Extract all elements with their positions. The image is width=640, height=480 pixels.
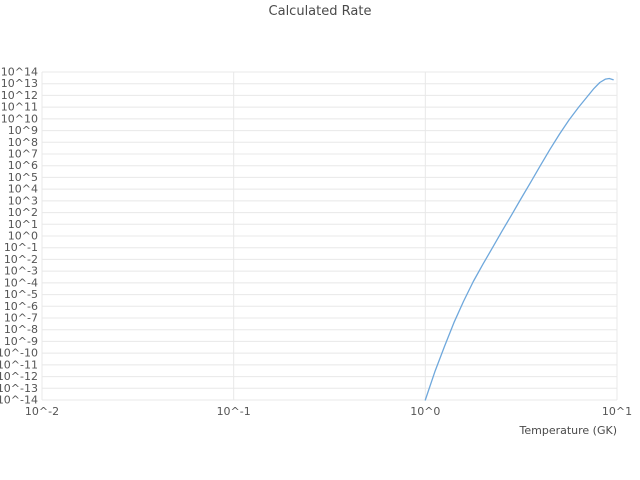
y-tick-label: 10^4 bbox=[8, 183, 38, 196]
y-tick-label: 10^-5 bbox=[4, 288, 38, 301]
y-tick-label: 10^-4 bbox=[4, 276, 38, 289]
x-axis-title: Temperature (GK) bbox=[519, 424, 618, 437]
y-tick-label: 10^0 bbox=[8, 230, 38, 243]
y-tick-label: 10^11 bbox=[1, 101, 38, 114]
y-tick-label: 10^-8 bbox=[4, 323, 38, 336]
y-tick-label: 10^-9 bbox=[4, 335, 38, 348]
y-tick-label: 10^-7 bbox=[4, 312, 38, 325]
y-tick-label: 10^6 bbox=[8, 159, 38, 172]
y-tick-label: 10^-1 bbox=[4, 241, 38, 254]
y-tick-label: 10^12 bbox=[1, 89, 38, 102]
y-tick-label: 10^1 bbox=[8, 218, 38, 231]
x-tick-label: 10^-2 bbox=[25, 405, 59, 418]
y-tick-label: 10^14 bbox=[1, 66, 38, 79]
y-tick-label: 10^3 bbox=[8, 194, 38, 207]
y-tick-label: 10^-12 bbox=[0, 370, 38, 383]
y-tick-label: 10^-10 bbox=[0, 347, 38, 360]
y-tick-label: 10^2 bbox=[8, 206, 38, 219]
y-tick-label: 10^13 bbox=[1, 77, 38, 90]
y-tick-label: 10^8 bbox=[8, 136, 38, 149]
y-tick-label: 10^-2 bbox=[4, 253, 38, 266]
x-tick-label: 10^1 bbox=[602, 405, 632, 418]
rate-line-series bbox=[424, 77, 614, 401]
y-tick-label: 10^-3 bbox=[4, 265, 38, 278]
x-tick-label: 10^-1 bbox=[217, 405, 251, 418]
y-tick-label: 10^-13 bbox=[0, 382, 38, 395]
y-tick-label: 10^-14 bbox=[0, 394, 38, 407]
y-tick-label: 10^-6 bbox=[4, 300, 38, 313]
x-tick-label: 10^0 bbox=[410, 405, 440, 418]
y-tick-label: 10^5 bbox=[8, 171, 38, 184]
y-tick-label: 10^7 bbox=[8, 148, 38, 161]
y-tick-label: 10^9 bbox=[8, 124, 38, 137]
chart-title: Calculated Rate bbox=[268, 4, 372, 19]
y-tick-label: 10^10 bbox=[1, 112, 38, 125]
y-tick-label: 10^-11 bbox=[0, 358, 38, 371]
